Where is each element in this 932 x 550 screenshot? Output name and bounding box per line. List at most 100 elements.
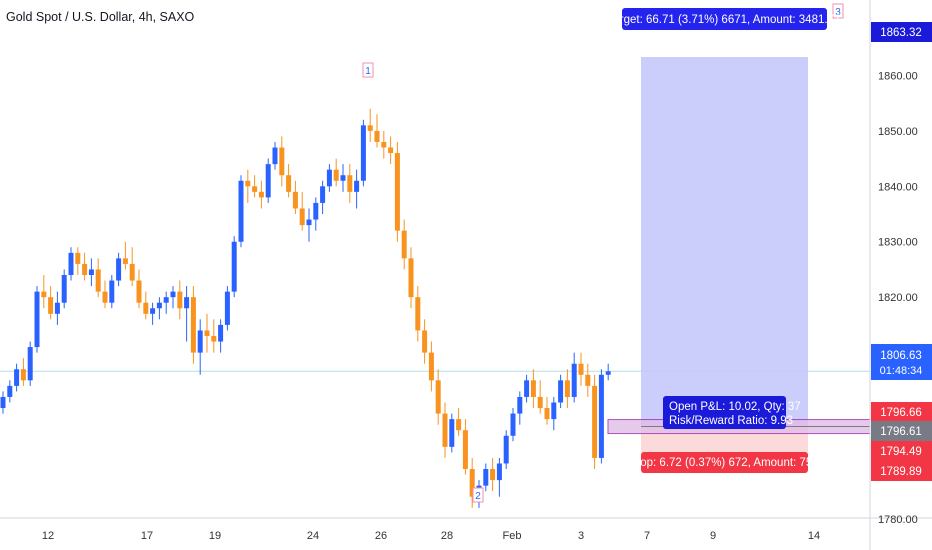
candle-body [218, 324, 224, 342]
price-tag-current-bg [871, 344, 932, 380]
candle-body [0, 396, 6, 409]
candle-body [190, 297, 196, 353]
position-tool [607, 57, 871, 465]
markers: 1 2 3 [362, 3, 844, 503]
candle-body [490, 469, 496, 481]
candle-body [360, 125, 366, 181]
price-tag-current: 1806.63 [880, 350, 922, 362]
candle-body [143, 302, 149, 314]
candle-body [592, 385, 598, 458]
x-tick-label: 14 [808, 530, 820, 542]
marker-box [472, 487, 484, 503]
candle-body [605, 371, 611, 375]
candle-body [415, 297, 421, 331]
candle-body [462, 430, 468, 470]
position-labels: Target: 66.71 (3.71%) 6671, Amount: 3481… [608, 8, 841, 473]
candle-body [456, 419, 462, 431]
candle-body [320, 186, 326, 203]
candle-body [537, 396, 543, 409]
marker-label: 1 [365, 66, 371, 77]
stop-label-text: Stop: 6.72 (0.37%) 672, Amount: 750 [629, 457, 818, 469]
x-tick-label: 26 [375, 530, 387, 542]
candle-body [408, 258, 414, 298]
price-tag-stop1: 1794.49 [880, 446, 922, 458]
target-label-text: Target: 66.71 (3.71%) 6671, Amount: 3481… [608, 14, 841, 26]
marker-box [832, 3, 844, 19]
candle-body [231, 241, 237, 292]
candle-body [524, 380, 530, 397]
chart-title: Gold Spot / U.S. Dollar, 4h, SAXO [6, 10, 195, 24]
candle-body [177, 291, 183, 309]
candle-body [48, 297, 54, 314]
x-tick-label: 28 [441, 530, 453, 542]
candle-body [184, 297, 190, 309]
x-tick-label: 3 [578, 530, 584, 542]
candles [0, 108, 611, 508]
candle-body [136, 280, 142, 303]
candle-body [449, 419, 455, 447]
price-tag-target-bg [871, 22, 932, 42]
candle-body [238, 180, 244, 242]
candle-body [564, 380, 570, 397]
candle-body [388, 147, 394, 154]
y-tick-label: 1840.00 [878, 181, 918, 193]
candle-body [272, 147, 278, 165]
price-tag-stop1-bg [871, 441, 932, 461]
candle-body [258, 191, 264, 198]
candle-body [20, 369, 26, 381]
candle-body [245, 180, 251, 187]
candle-body [252, 186, 258, 192]
candle-body [503, 435, 509, 464]
candle-body [544, 408, 550, 420]
candle-body [326, 169, 332, 187]
candle-body [211, 335, 217, 342]
rr-text: Risk/Reward Ratio: 9.93 [669, 415, 793, 427]
candle-body [292, 191, 298, 209]
candle-body [82, 263, 88, 275]
candle-body [435, 380, 441, 414]
candle-body [469, 469, 475, 497]
candle-body [354, 180, 360, 192]
candle-body [374, 130, 380, 142]
candle-body [88, 269, 94, 275]
target-label-box [622, 8, 827, 30]
price-tag-entry: 1796.66 [880, 407, 922, 419]
candle-body [41, 291, 47, 298]
x-tick-label: 9 [710, 530, 716, 542]
candle-body [313, 202, 319, 220]
candle-body [34, 291, 40, 348]
marker-label: 3 [835, 7, 841, 18]
y-tick-label: 1780.00 [878, 514, 918, 526]
candle-body [483, 469, 489, 486]
candle-body [109, 280, 115, 303]
candle-body [14, 369, 20, 386]
candle-body [381, 141, 387, 148]
candle-body [578, 363, 584, 375]
marker-box [362, 62, 374, 78]
candle-body [347, 175, 353, 192]
target-zone [641, 57, 808, 427]
candle-body [170, 291, 176, 298]
candle-body [150, 308, 156, 314]
candle-body [551, 402, 557, 420]
candle-body [367, 125, 373, 131]
candle-body [279, 147, 285, 176]
candle-body [585, 374, 591, 386]
y-tick-label: 1850.00 [878, 126, 918, 138]
candle-body [122, 258, 128, 264]
pnl-box [663, 396, 786, 429]
price-tag-stop: 1789.89 [880, 466, 922, 478]
candle-body [571, 363, 577, 397]
candle-body [116, 258, 122, 281]
candle-body [265, 164, 271, 198]
candle-body [306, 219, 312, 226]
candle-body [428, 352, 434, 381]
candle-body [129, 263, 135, 281]
candle-body [340, 175, 346, 181]
candle-body [510, 413, 516, 436]
candle-body [394, 153, 400, 231]
candle-body [27, 347, 33, 381]
y-tick-label: 1820.00 [878, 292, 918, 304]
